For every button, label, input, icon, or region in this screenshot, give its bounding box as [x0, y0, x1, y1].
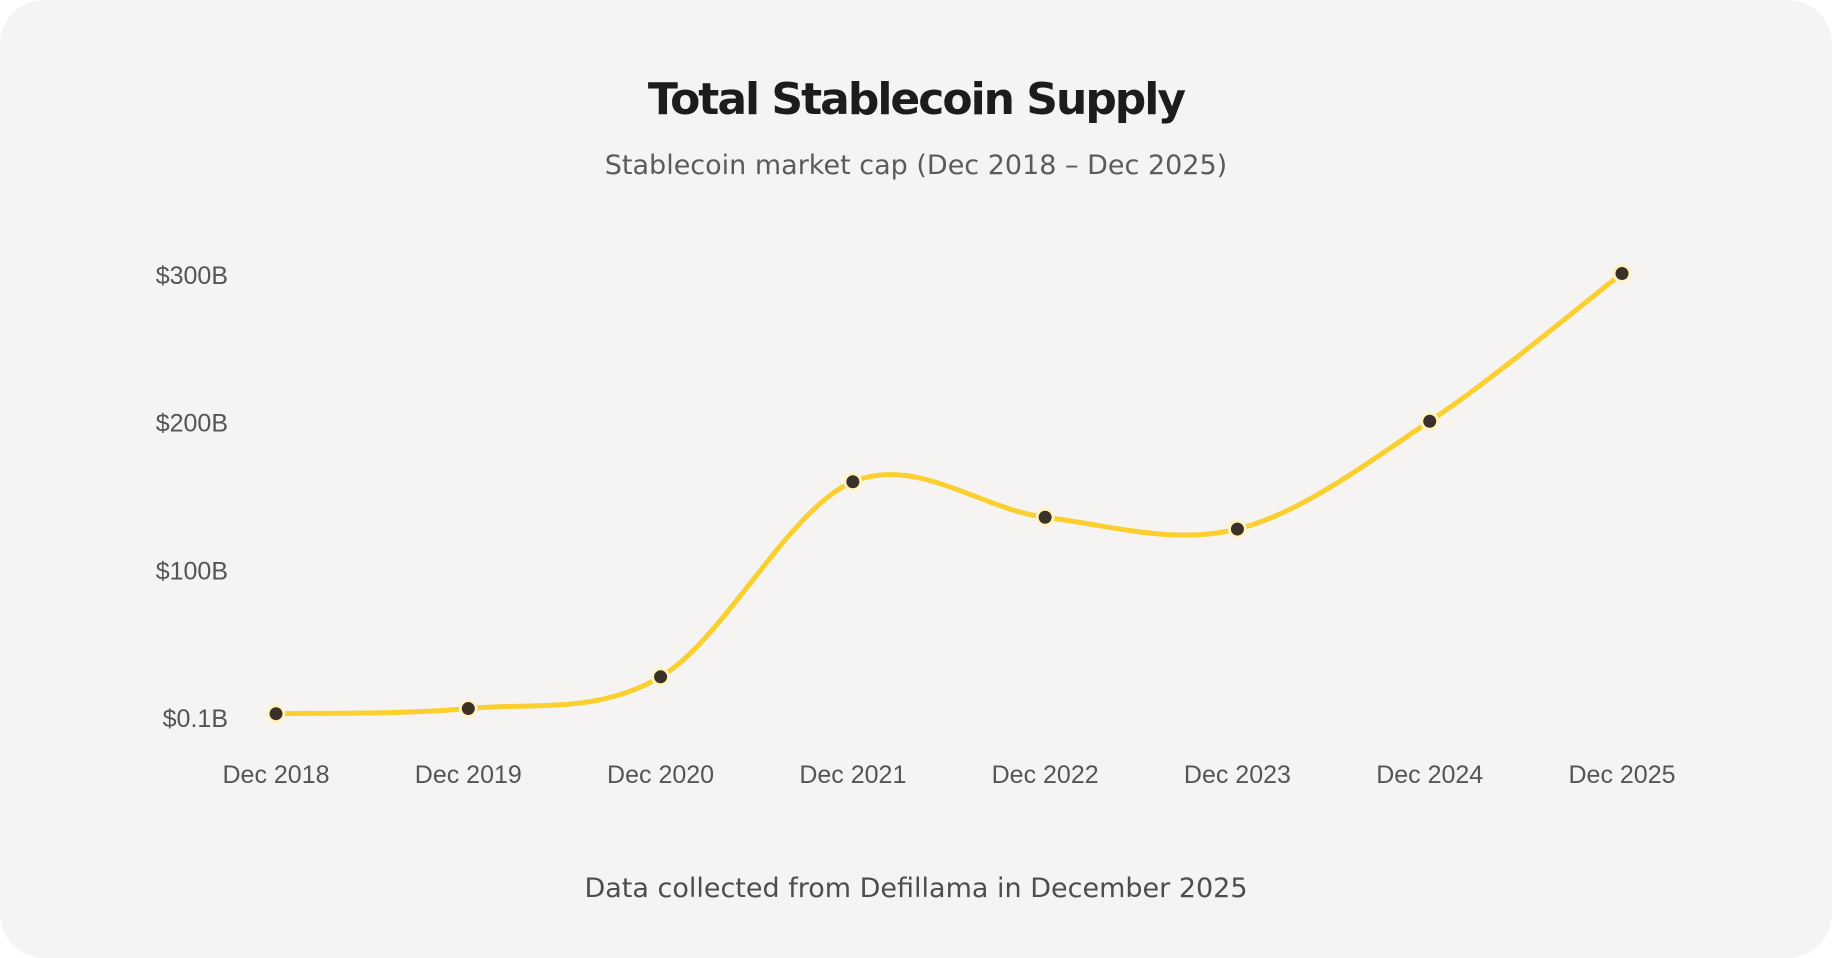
y-tick-label: $300B: [156, 262, 228, 290]
chart-subtitle: Stablecoin market cap (Dec 2018 – Dec 20…: [604, 150, 1228, 181]
data-point[interactable]: [1035, 507, 1055, 527]
x-tick-label: Dec 2018: [222, 761, 329, 789]
y-tick-label: $100B: [156, 557, 228, 585]
x-tick-label: Dec 2021: [799, 761, 906, 789]
y-axis-ticks: $0.1B $100B $200B $300B: [156, 262, 228, 733]
y-tick-label: $0.1B: [163, 705, 228, 733]
markers-layer: [266, 264, 1632, 724]
chart-title: Total Stablecoin Supply: [647, 74, 1186, 125]
data-point[interactable]: [651, 667, 671, 687]
data-point[interactable]: [266, 704, 286, 724]
series-line: [273, 271, 1625, 717]
series-layer: [273, 271, 1625, 717]
x-tick-label: Dec 2025: [1568, 761, 1675, 789]
source-note: Data collected from Defillama in Decembe…: [584, 873, 1248, 904]
data-point[interactable]: [1227, 519, 1247, 539]
x-tick-label: Dec 2022: [992, 761, 1099, 789]
x-tick-label: Dec 2020: [607, 761, 714, 789]
x-tick-label: Dec 2023: [1184, 761, 1291, 789]
x-axis-ticks: Dec 2018 Dec 2019 Dec 2020 Dec 2021 Dec 2022…: [222, 761, 1675, 789]
data-point[interactable]: [843, 472, 863, 492]
y-tick-label: $200B: [156, 410, 228, 438]
x-tick-label: Dec 2019: [415, 761, 522, 789]
x-tick-label: Dec 2024: [1376, 761, 1483, 789]
data-point[interactable]: [1612, 264, 1632, 284]
data-point[interactable]: [458, 699, 478, 719]
data-point[interactable]: [1420, 411, 1440, 431]
